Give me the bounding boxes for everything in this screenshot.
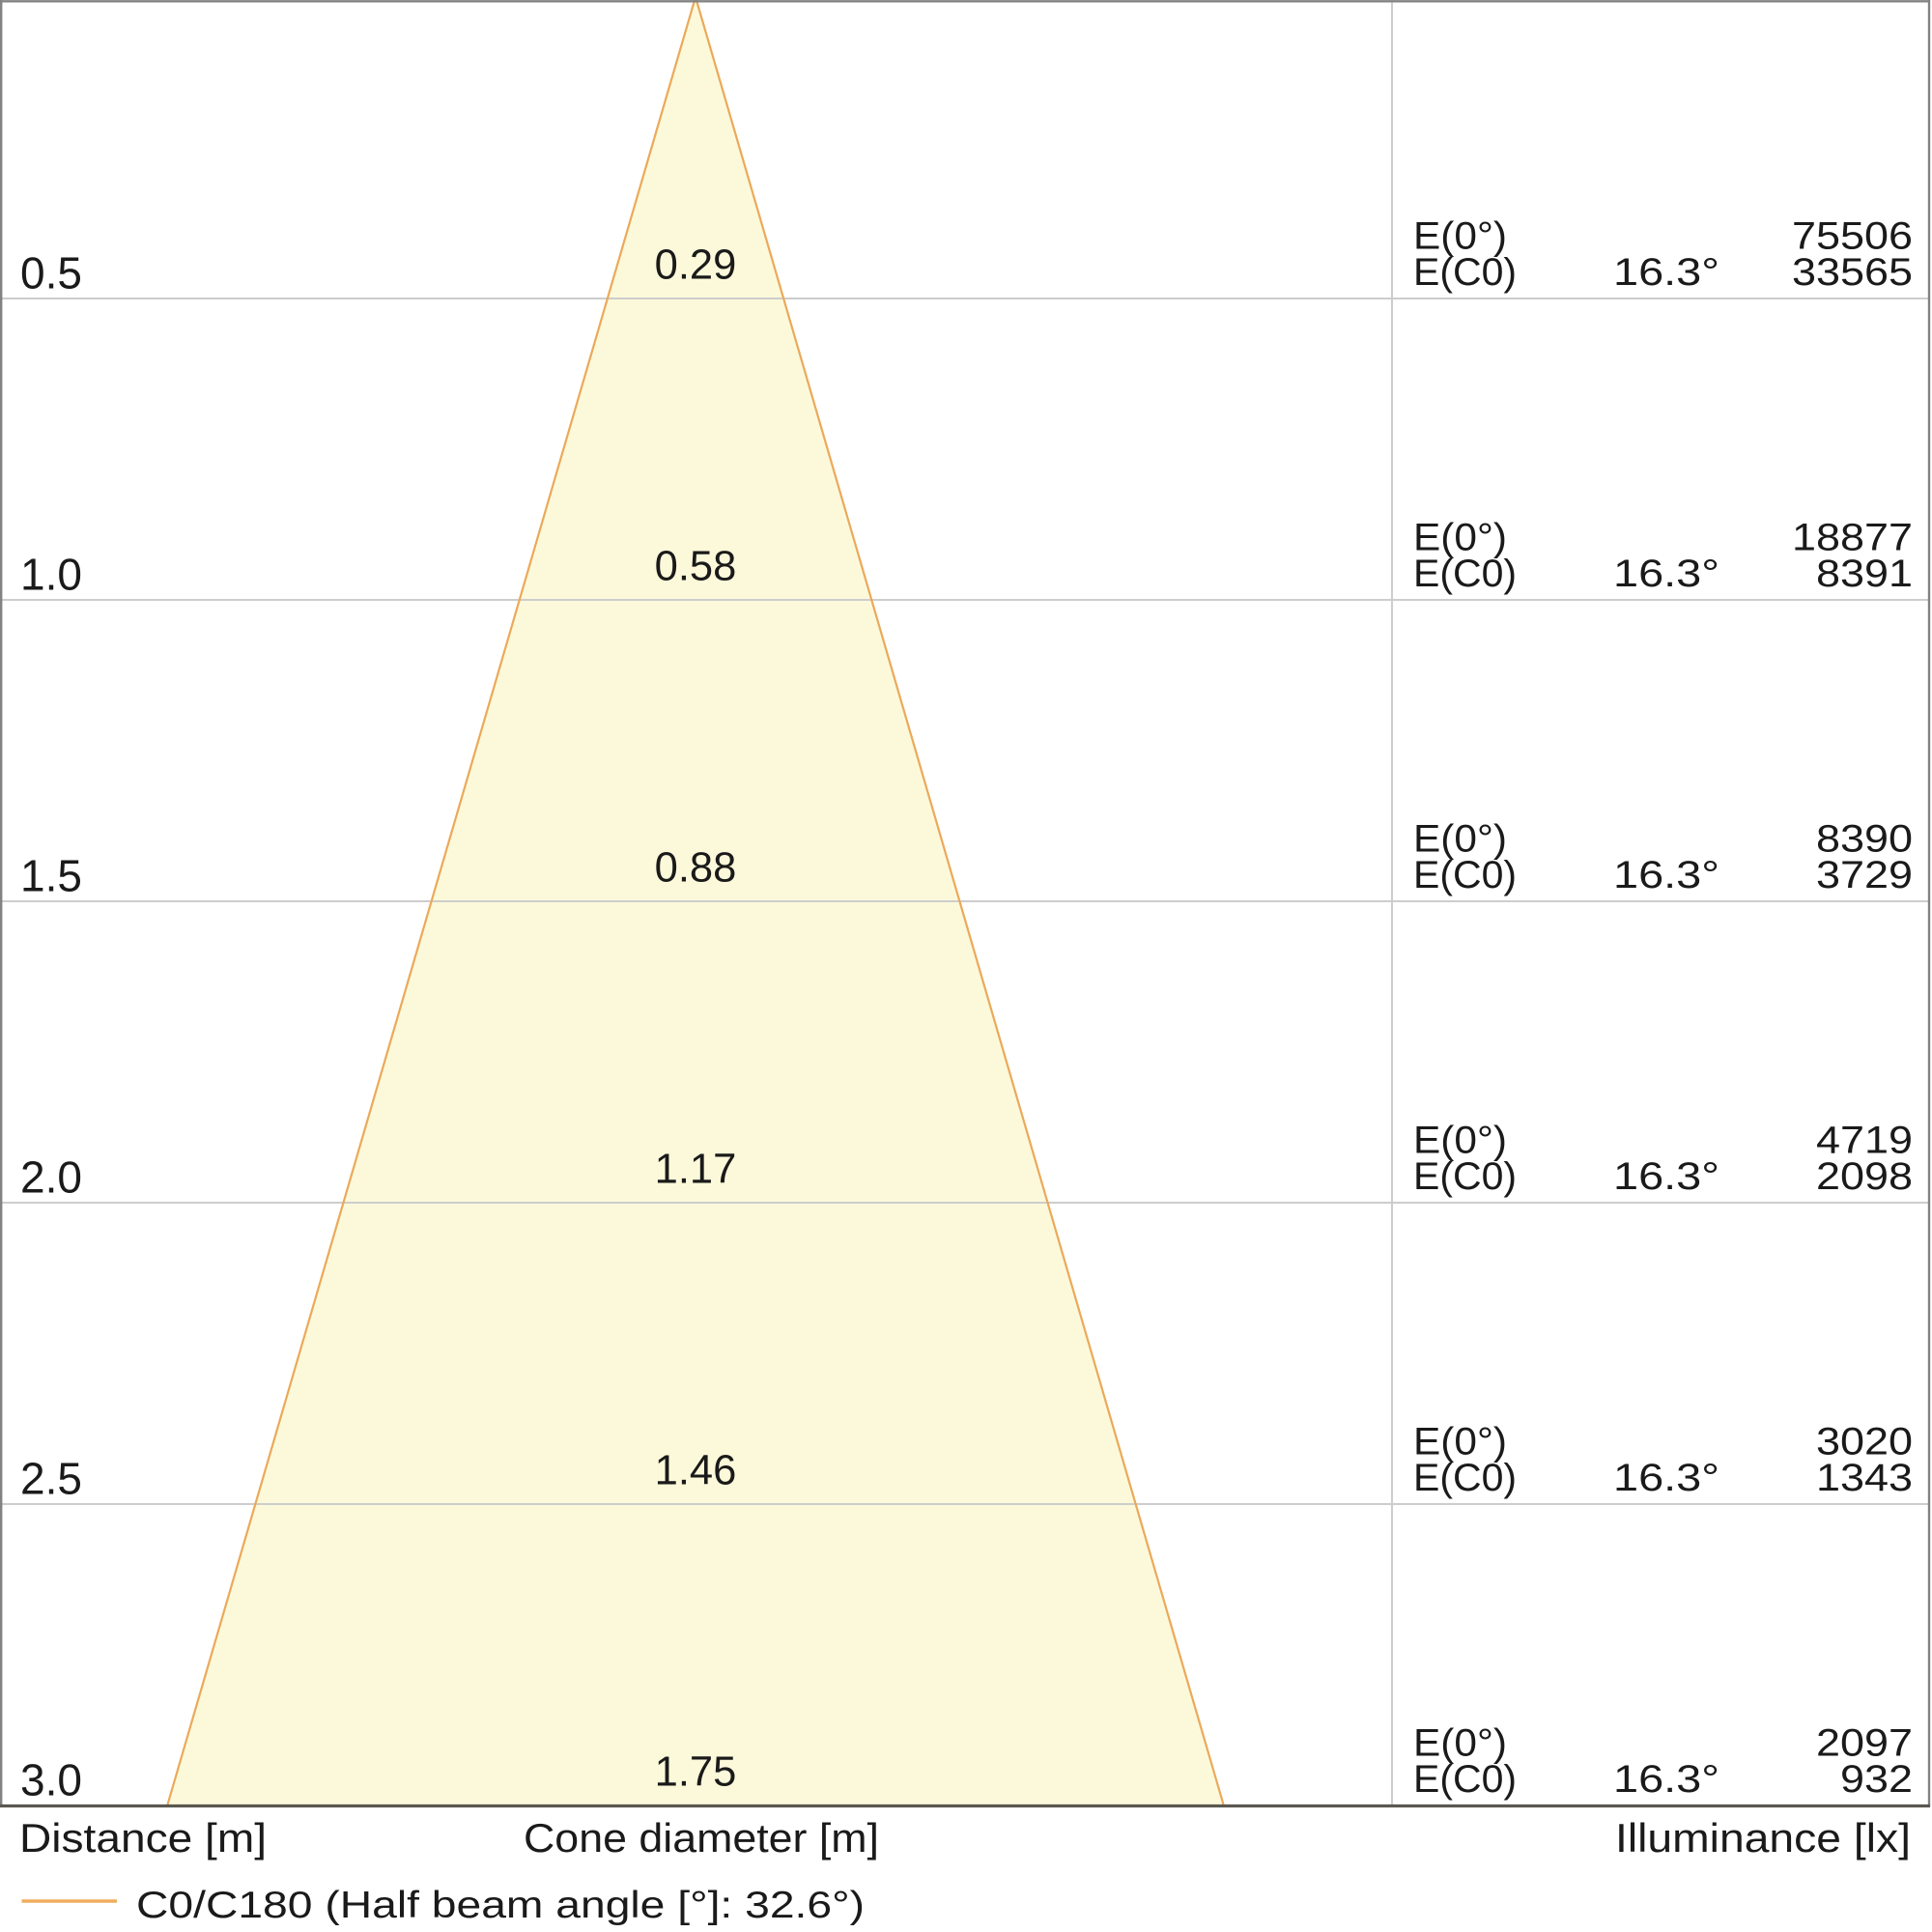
svg-text:75506: 75506 <box>1792 215 1913 258</box>
svg-text:4719: 4719 <box>1816 1120 1913 1162</box>
svg-text:16.3°: 16.3° <box>1613 1457 1719 1499</box>
svg-text:1.17: 1.17 <box>655 1147 737 1193</box>
svg-text:2097: 2097 <box>1816 1722 1913 1765</box>
svg-text:1.46: 1.46 <box>655 1448 737 1494</box>
svg-text:E(C0): E(C0) <box>1413 1155 1517 1198</box>
svg-text:0.58: 0.58 <box>655 544 737 590</box>
svg-text:1343: 1343 <box>1816 1457 1913 1499</box>
svg-text:E(C0): E(C0) <box>1413 553 1517 595</box>
svg-text:E(C0): E(C0) <box>1413 1758 1517 1801</box>
svg-text:E(C0): E(C0) <box>1413 854 1517 896</box>
svg-text:0.88: 0.88 <box>655 845 737 892</box>
svg-text:33565: 33565 <box>1792 251 1913 294</box>
svg-text:E(0°): E(0°) <box>1413 517 1507 559</box>
svg-text:1.0: 1.0 <box>20 550 82 600</box>
svg-text:E(0°): E(0°) <box>1413 1722 1507 1765</box>
svg-text:2098: 2098 <box>1816 1155 1913 1198</box>
svg-text:8391: 8391 <box>1816 553 1913 595</box>
svg-text:C0/C180 (Half beam angle [°]:: C0/C180 (Half beam angle [°]: 32.6°) <box>136 1885 865 1926</box>
svg-text:0.5: 0.5 <box>20 248 82 298</box>
svg-text:18877: 18877 <box>1792 517 1913 559</box>
svg-text:E(0°): E(0°) <box>1413 1120 1507 1162</box>
svg-text:3729: 3729 <box>1816 854 1913 896</box>
svg-text:3020: 3020 <box>1816 1421 1913 1463</box>
svg-text:2.0: 2.0 <box>20 1152 82 1203</box>
svg-text:16.3°: 16.3° <box>1613 1758 1719 1801</box>
svg-text:1.5: 1.5 <box>20 851 82 901</box>
svg-text:932: 932 <box>1840 1758 1913 1801</box>
svg-text:E(0°): E(0°) <box>1413 818 1507 861</box>
svg-text:0.29: 0.29 <box>655 242 737 289</box>
svg-text:16.3°: 16.3° <box>1613 854 1719 896</box>
svg-text:Cone diameter [m]: Cone diameter [m] <box>524 1815 879 1861</box>
svg-text:E(C0): E(C0) <box>1413 251 1517 294</box>
svg-text:E(0°): E(0°) <box>1413 215 1507 258</box>
svg-text:16.3°: 16.3° <box>1613 1155 1719 1198</box>
svg-text:3.0: 3.0 <box>20 1755 82 1805</box>
svg-text:Distance [m]: Distance [m] <box>19 1815 267 1861</box>
svg-text:Illuminance [lx]: Illuminance [lx] <box>1615 1815 1911 1861</box>
svg-text:16.3°: 16.3° <box>1613 251 1719 294</box>
svg-text:8390: 8390 <box>1816 818 1913 861</box>
svg-text:E(C0): E(C0) <box>1413 1457 1517 1499</box>
svg-text:2.5: 2.5 <box>20 1454 82 1504</box>
svg-text:1.75: 1.75 <box>655 1749 737 1796</box>
svg-text:16.3°: 16.3° <box>1613 553 1719 595</box>
svg-text:E(0°): E(0°) <box>1413 1421 1507 1463</box>
